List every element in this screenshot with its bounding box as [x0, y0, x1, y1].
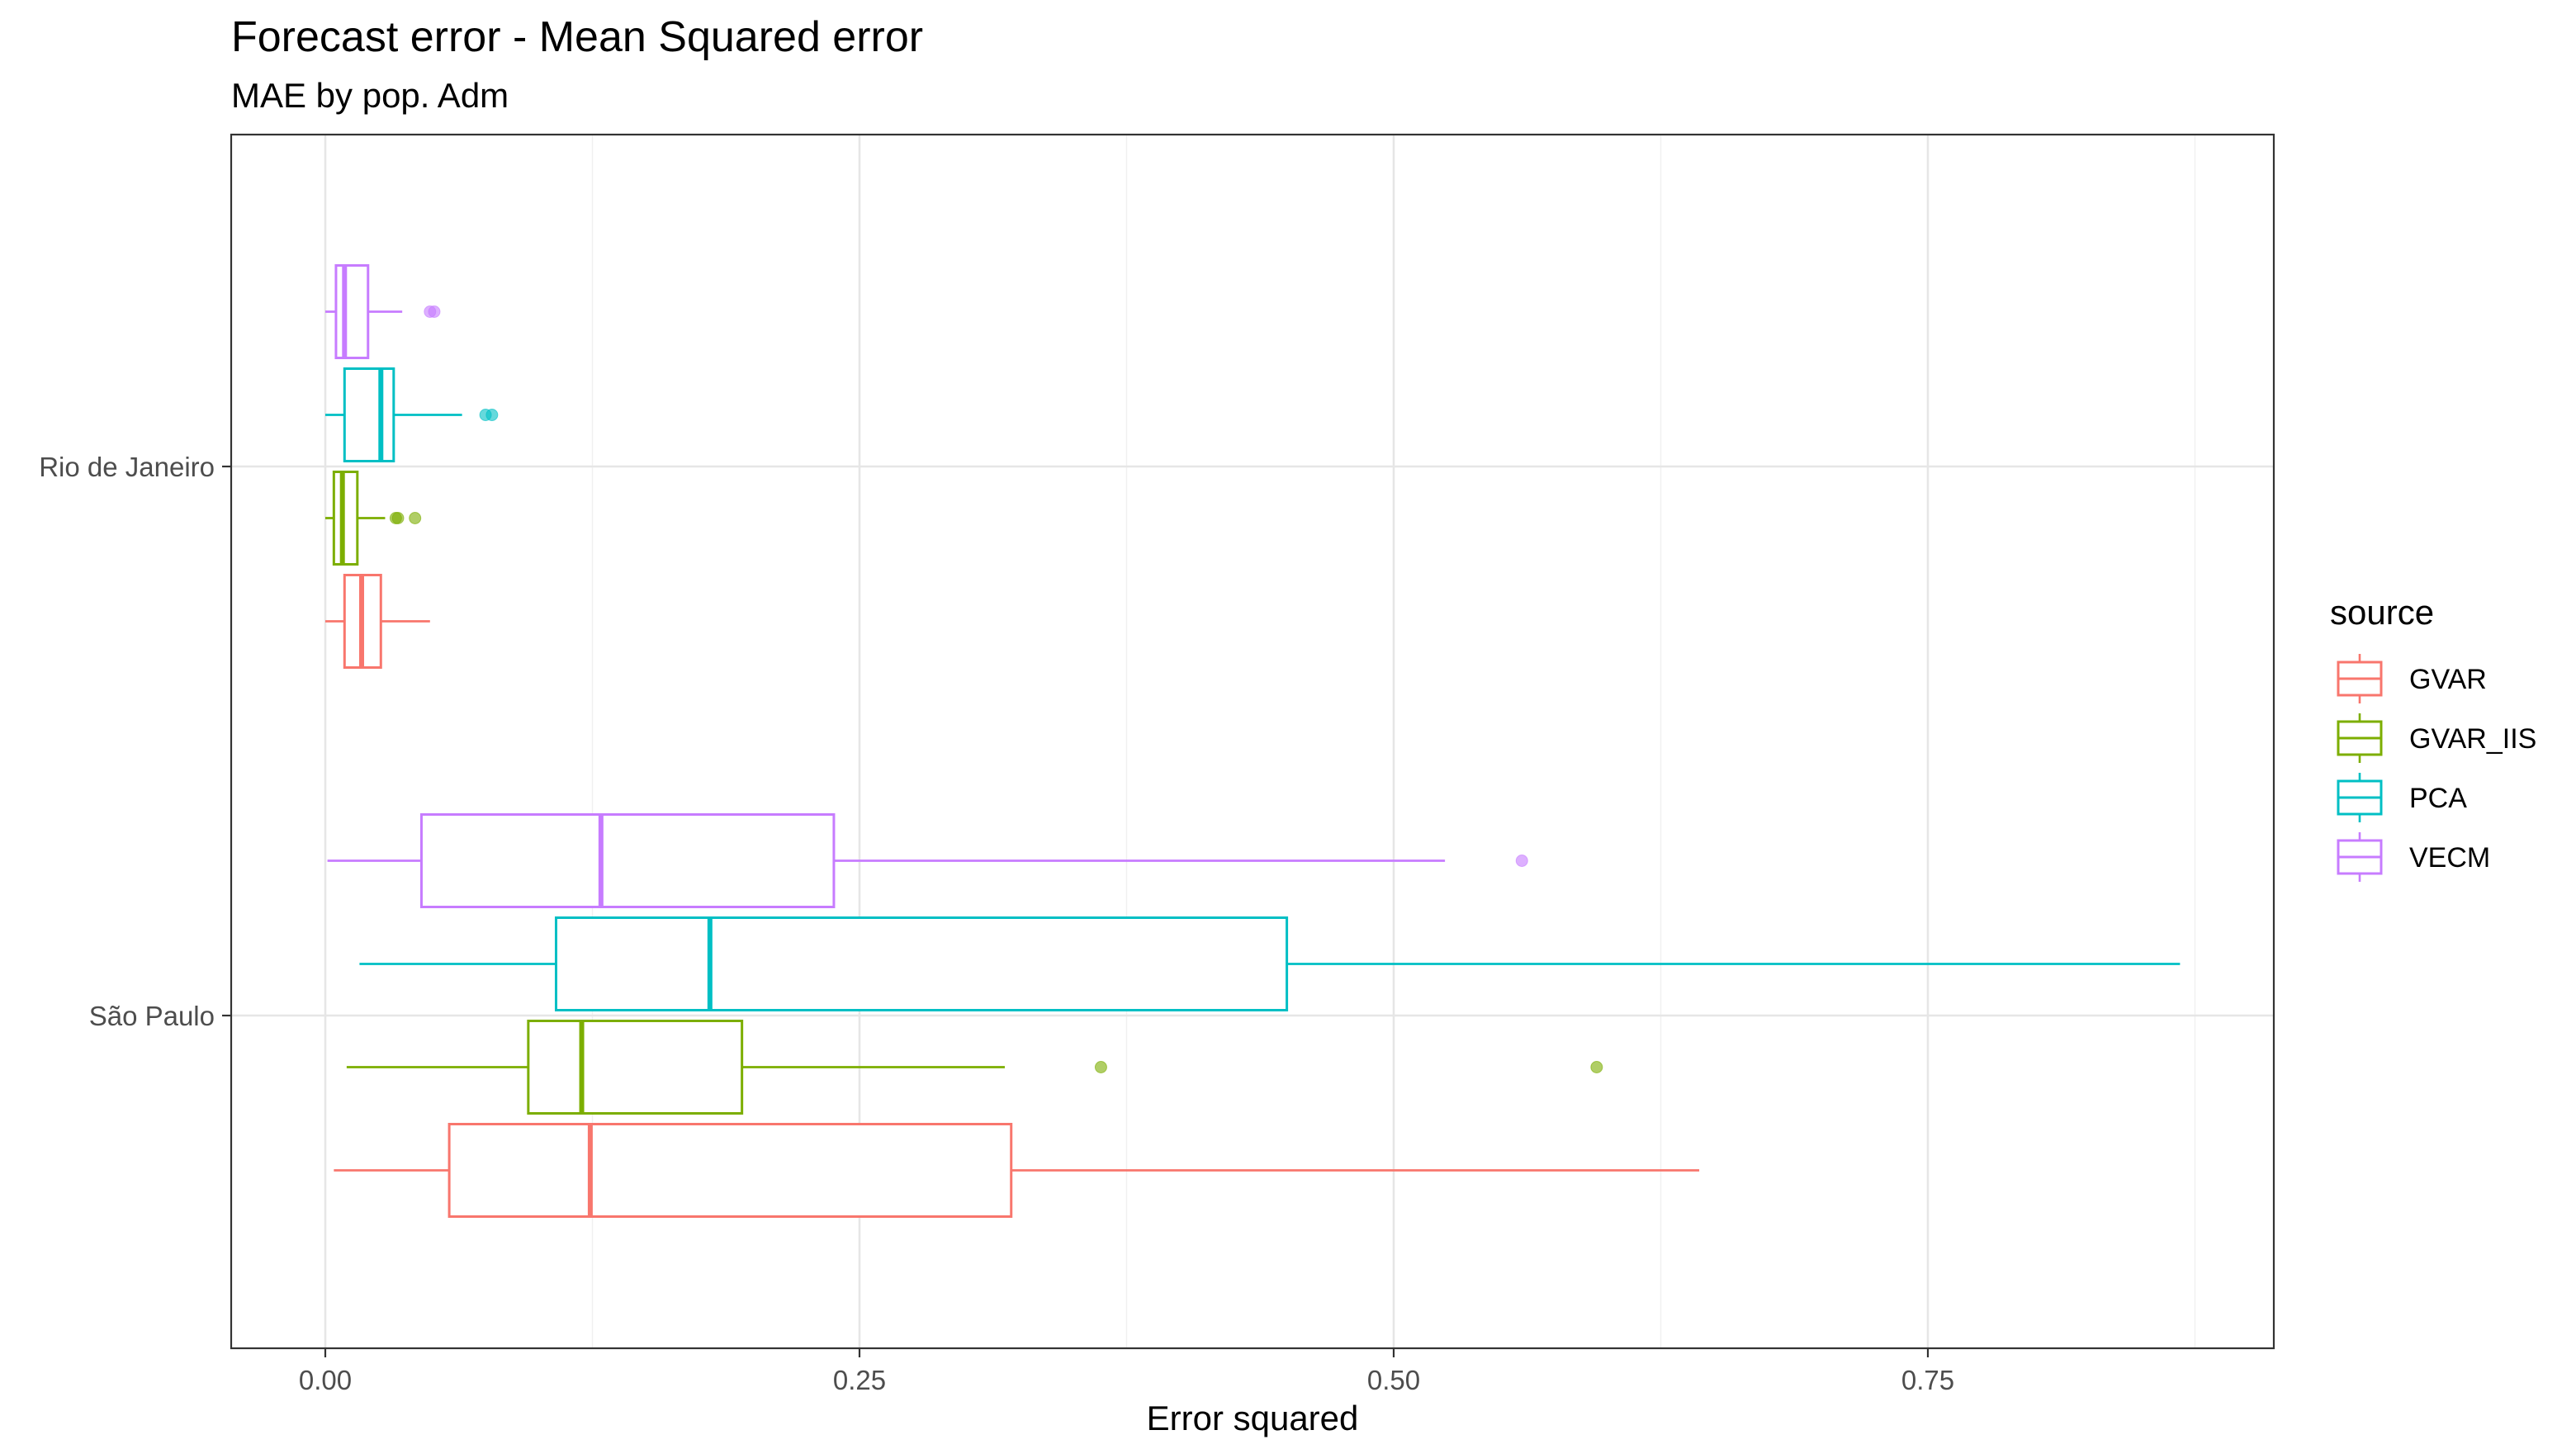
box-gvar-iis-rio-de-janeiro: [325, 471, 422, 566]
box-iqr: [447, 1123, 1013, 1218]
legend-item-pca: PCA: [2337, 773, 2467, 822]
box-pca-s-o-paulo: [359, 916, 2181, 1011]
legend-keys: GVAR GVAR_IIS PCA VECM: [2337, 654, 2536, 882]
outlier-point: [409, 512, 422, 524]
box-vecm-rio-de-janeiro: [325, 264, 441, 359]
legend-item-gvar-iis: GVAR_IIS: [2337, 713, 2536, 763]
chart-title: Forecast error - Mean Squared error: [231, 13, 923, 61]
outlier-point: [1515, 855, 1528, 867]
outlier-point: [1094, 1061, 1107, 1073]
chart-subtitle: MAE by pop. Adm: [231, 76, 509, 115]
plot-panel-border: [230, 133, 2275, 1350]
legend-label: VECM: [2409, 842, 2490, 874]
x-tick-label: 0.50: [1367, 1365, 1420, 1395]
y-tick-label: São Paulo: [89, 1001, 215, 1031]
box-gvar-s-o-paulo: [334, 1123, 1700, 1218]
x-axis-title: Error squared: [1147, 1399, 1359, 1437]
box-gvar-rio-de-janeiro: [325, 574, 430, 669]
outlier-point: [1590, 1061, 1603, 1073]
legend-item-vecm: VECM: [2337, 832, 2490, 882]
legend-item-gvar: GVAR: [2337, 654, 2487, 703]
legend-label: PCA: [2409, 783, 2467, 814]
legend-title: source: [2330, 593, 2434, 632]
box-iqr: [343, 367, 395, 462]
box-pca-rio-de-janeiro: [325, 367, 499, 462]
box-iqr: [334, 264, 370, 359]
legend-label: GVAR: [2409, 664, 2487, 695]
x-tick-label: 0.00: [299, 1365, 352, 1395]
y-tick-label: Rio de Janeiro: [39, 452, 215, 482]
box-iqr: [332, 471, 359, 566]
axis-ticks: 0.00 0.25 0.50 0.75 Rio de Janeiro São Paulo: [39, 452, 1954, 1395]
legend: source GVAR GVAR_IIS PCA VECM: [2330, 593, 2536, 882]
grid-lines: [231, 135, 2274, 1348]
outlier-point: [428, 305, 441, 318]
box-gvar-iis-s-o-paulo: [346, 1020, 1603, 1115]
box-iqr: [419, 813, 836, 908]
box-vecm-s-o-paulo: [327, 813, 1528, 908]
x-tick-label: 0.25: [833, 1365, 886, 1395]
x-tick-label: 0.75: [1901, 1365, 1954, 1395]
outlier-point: [485, 409, 499, 421]
box-iqr: [555, 916, 1289, 1011]
outlier-point: [391, 512, 405, 524]
box-layer: [325, 264, 2181, 1218]
legend-label: GVAR_IIS: [2409, 723, 2536, 755]
box-iqr: [527, 1020, 744, 1115]
